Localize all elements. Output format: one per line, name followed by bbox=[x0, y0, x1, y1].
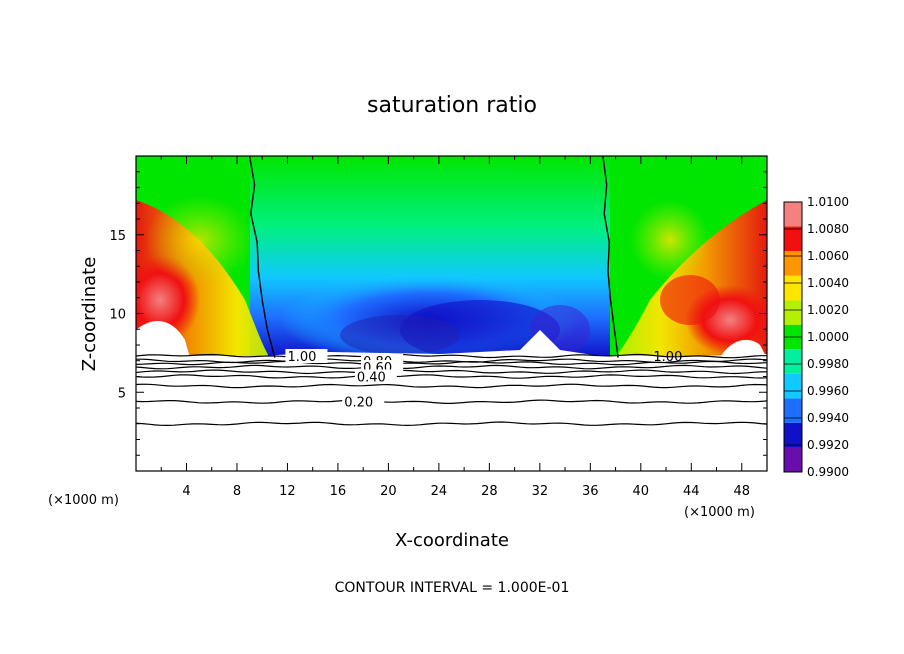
saturation-boundary-right bbox=[602, 156, 619, 358]
contour-label-bg bbox=[285, 349, 328, 364]
colorbar-label: 0.9980 bbox=[807, 357, 849, 371]
x-tick-label: 28 bbox=[481, 484, 498, 499]
x-tick-label: 32 bbox=[532, 484, 549, 499]
colorbar-segment bbox=[784, 202, 802, 227]
colorbar-label: 1.0080 bbox=[807, 222, 849, 236]
x-tick-label: 12 bbox=[279, 484, 296, 499]
colorbar-segment bbox=[784, 422, 802, 448]
chart-title: saturation ratio bbox=[367, 93, 537, 118]
colorbar-label: 0.9960 bbox=[807, 384, 849, 398]
x-axis: 4 8 12 16 20 24 28 32 36 40 44 48 bbox=[160, 156, 750, 499]
colorbar-label: 1.0020 bbox=[807, 303, 849, 317]
y-tick-label: 5 bbox=[118, 386, 126, 401]
x-tick-label: 8 bbox=[233, 484, 241, 499]
x-axis-title: X-coordinate bbox=[395, 530, 509, 551]
x-tick-label: 36 bbox=[582, 484, 599, 499]
colorbar-segment bbox=[784, 398, 802, 423]
colorbar-label: 1.0060 bbox=[807, 249, 849, 263]
y-tick-label: 15 bbox=[109, 229, 126, 244]
x-tick-label: 20 bbox=[380, 484, 397, 499]
colorbar-label: 0.9920 bbox=[807, 438, 849, 452]
x-tick-label: 40 bbox=[633, 484, 650, 499]
contour-line bbox=[136, 383, 767, 389]
saturation-boundary-left bbox=[248, 156, 276, 358]
colorbar: 0.9900 0.9920 0.9940 0.9960 0.9980 1.0000 1.00… bbox=[783, 195, 849, 479]
x-tick-label: 44 bbox=[683, 484, 700, 499]
contour-line bbox=[136, 421, 767, 427]
contour-label: 0.20 bbox=[344, 396, 373, 411]
y-tick-label: 10 bbox=[109, 308, 126, 323]
contour-label-bg bbox=[342, 394, 385, 409]
colorbar-label: 1.0100 bbox=[807, 195, 849, 209]
y-axis-title: Z-coordinate bbox=[79, 257, 100, 372]
contour-line bbox=[136, 353, 767, 359]
x-tick-label: 4 bbox=[182, 484, 190, 499]
contour-lines bbox=[136, 156, 767, 427]
colorbar-segment bbox=[784, 349, 802, 374]
colorbar-label: 1.0000 bbox=[807, 330, 849, 344]
contour-label: 1.00 bbox=[287, 350, 316, 365]
contour-line bbox=[136, 374, 767, 379]
x-unit-label-left: (×1000 m) bbox=[48, 493, 119, 508]
colorbar-segment bbox=[784, 251, 802, 276]
contour-line bbox=[136, 369, 767, 375]
colorbar-segment bbox=[784, 373, 802, 399]
colorbar-segment bbox=[784, 226, 802, 252]
y-axis: 5 10 15 bbox=[109, 171, 767, 456]
x-unit-label-right: (×1000 m) bbox=[684, 505, 755, 520]
contour-label: 0.40 bbox=[357, 371, 386, 386]
colorbar-segment bbox=[784, 275, 802, 301]
contour-line bbox=[136, 364, 767, 370]
contour-interval-note: CONTOUR INTERVAL = 1.000E-01 bbox=[335, 580, 570, 596]
colorbar-label: 0.9900 bbox=[807, 465, 849, 479]
x-tick-label: 48 bbox=[733, 484, 750, 499]
contour-label-bg bbox=[354, 369, 397, 384]
contour-label-right: 1.00 bbox=[653, 350, 682, 365]
contour-line bbox=[136, 360, 767, 366]
x-tick-label: 24 bbox=[431, 484, 448, 499]
colorbar-label: 1.0040 bbox=[807, 276, 849, 290]
contour-labels: 1.001.000.800.600.400.20 bbox=[285, 349, 682, 411]
colorbar-segment bbox=[784, 447, 802, 472]
colorbar-label: 0.9940 bbox=[807, 411, 849, 425]
colorbar-segment bbox=[784, 300, 802, 325]
contour-line bbox=[136, 399, 767, 404]
heatmap-field bbox=[136, 156, 767, 471]
x-tick-label: 16 bbox=[330, 484, 347, 499]
